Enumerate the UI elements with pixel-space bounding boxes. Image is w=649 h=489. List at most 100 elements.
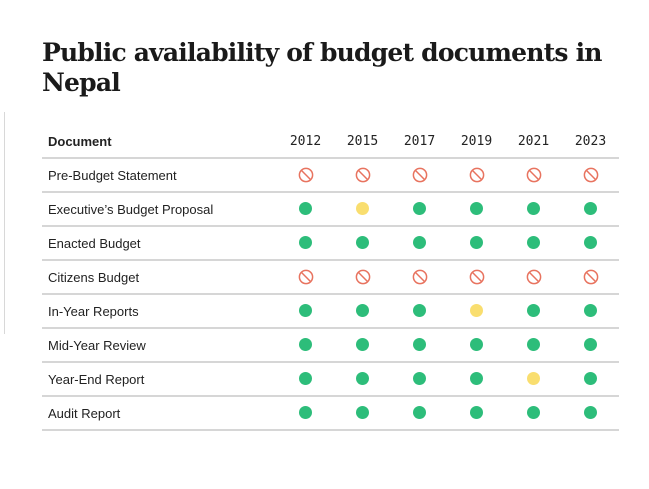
column-header-year: 2012 <box>277 125 334 159</box>
prohibited-icon <box>298 269 313 285</box>
table-header-row: Document 2012 2015 2017 2019 2021 2023 <box>42 125 619 159</box>
status-cell <box>562 192 619 227</box>
published-filled-circle-icon <box>299 304 312 318</box>
status-cell <box>448 226 505 261</box>
published-filled-circle-icon <box>299 372 312 386</box>
status-cell <box>505 328 562 363</box>
document-name: Enacted Budget <box>42 226 277 261</box>
prohibited-icon <box>355 269 370 285</box>
status-cell <box>277 328 334 363</box>
status-cell <box>334 158 391 193</box>
published-filled-circle-icon <box>470 372 483 386</box>
document-name: Citizens Budget <box>42 260 277 295</box>
table-row: Year-End Report <box>42 362 619 397</box>
column-header-year: 2017 <box>391 125 448 159</box>
published-filled-circle-icon <box>470 236 483 250</box>
status-cell <box>334 362 391 397</box>
prohibited-icon <box>355 167 370 183</box>
published-filled-circle-icon <box>356 372 369 386</box>
published-filled-circle-icon <box>299 406 312 420</box>
document-name: Year-End Report <box>42 362 277 397</box>
column-header-year: 2021 <box>505 125 562 159</box>
published-filled-circle-icon <box>413 406 426 420</box>
status-cell <box>277 158 334 193</box>
prohibited-icon <box>526 269 541 285</box>
status-cell <box>448 294 505 329</box>
status-cell <box>562 158 619 193</box>
status-cell <box>448 328 505 363</box>
table-row: Executive’s Budget Proposal <box>42 192 619 227</box>
published-filled-circle-icon <box>413 202 426 216</box>
published-filled-circle-icon <box>356 406 369 420</box>
left-edge-divider <box>0 112 5 334</box>
column-header-document: Document <box>42 125 277 159</box>
status-cell <box>334 328 391 363</box>
status-cell <box>448 362 505 397</box>
published-filled-circle-icon <box>584 338 597 352</box>
table-row: Mid-Year Review <box>42 328 619 363</box>
published-filled-circle-icon <box>527 406 540 420</box>
status-cell <box>505 226 562 261</box>
published-filled-circle-icon <box>356 304 369 318</box>
status-cell <box>277 294 334 329</box>
prohibited-icon <box>583 167 598 183</box>
status-cell <box>505 158 562 193</box>
status-cell <box>562 294 619 329</box>
prohibited-icon <box>298 167 313 183</box>
status-cell <box>505 362 562 397</box>
status-cell <box>448 158 505 193</box>
status-cell <box>448 192 505 227</box>
status-cell <box>562 362 619 397</box>
status-cell <box>334 396 391 431</box>
status-cell <box>505 294 562 329</box>
status-cell <box>505 396 562 431</box>
published-filled-circle-icon <box>470 338 483 352</box>
document-name: In-Year Reports <box>42 294 277 329</box>
published-filled-circle-icon <box>356 338 369 352</box>
status-cell <box>562 328 619 363</box>
published-filled-circle-icon <box>413 338 426 352</box>
published-filled-circle-icon <box>527 338 540 352</box>
table-row: Enacted Budget <box>42 226 619 261</box>
table-row: Pre-Budget Statement <box>42 158 619 193</box>
prohibited-icon <box>583 269 598 285</box>
status-cell <box>277 396 334 431</box>
table-row: In-Year Reports <box>42 294 619 329</box>
status-cell <box>448 260 505 295</box>
status-cell <box>562 226 619 261</box>
status-cell <box>391 396 448 431</box>
published-filled-circle-icon <box>299 202 312 216</box>
prohibited-icon <box>412 269 427 285</box>
column-header-year: 2015 <box>334 125 391 159</box>
status-cell <box>562 396 619 431</box>
document-name: Mid-Year Review <box>42 328 277 363</box>
document-name: Audit Report <box>42 396 277 431</box>
prohibited-icon <box>412 167 427 183</box>
status-cell <box>277 192 334 227</box>
status-cell <box>334 226 391 261</box>
status-cell <box>277 362 334 397</box>
table-row: Audit Report <box>42 396 619 431</box>
published-filled-circle-icon <box>299 236 312 250</box>
status-cell <box>391 260 448 295</box>
budget-documents-table: Document 2012 2015 2017 2019 2021 2023 P… <box>42 125 619 431</box>
published-filled-circle-icon <box>584 202 597 216</box>
status-cell <box>562 260 619 295</box>
status-cell <box>505 260 562 295</box>
published-filled-circle-icon <box>584 372 597 386</box>
status-cell <box>391 328 448 363</box>
status-cell <box>391 192 448 227</box>
status-cell <box>391 362 448 397</box>
column-header-year: 2023 <box>562 125 619 159</box>
status-cell <box>391 294 448 329</box>
document-name: Pre-Budget Statement <box>42 158 277 193</box>
status-cell <box>505 192 562 227</box>
document-name: Executive’s Budget Proposal <box>42 192 277 227</box>
published-filled-circle-icon <box>470 406 483 420</box>
table-row: Citizens Budget <box>42 260 619 295</box>
status-cell <box>448 396 505 431</box>
prohibited-icon <box>469 167 484 183</box>
published-filled-circle-icon <box>584 304 597 318</box>
published-filled-circle-icon <box>413 236 426 250</box>
status-cell <box>277 260 334 295</box>
